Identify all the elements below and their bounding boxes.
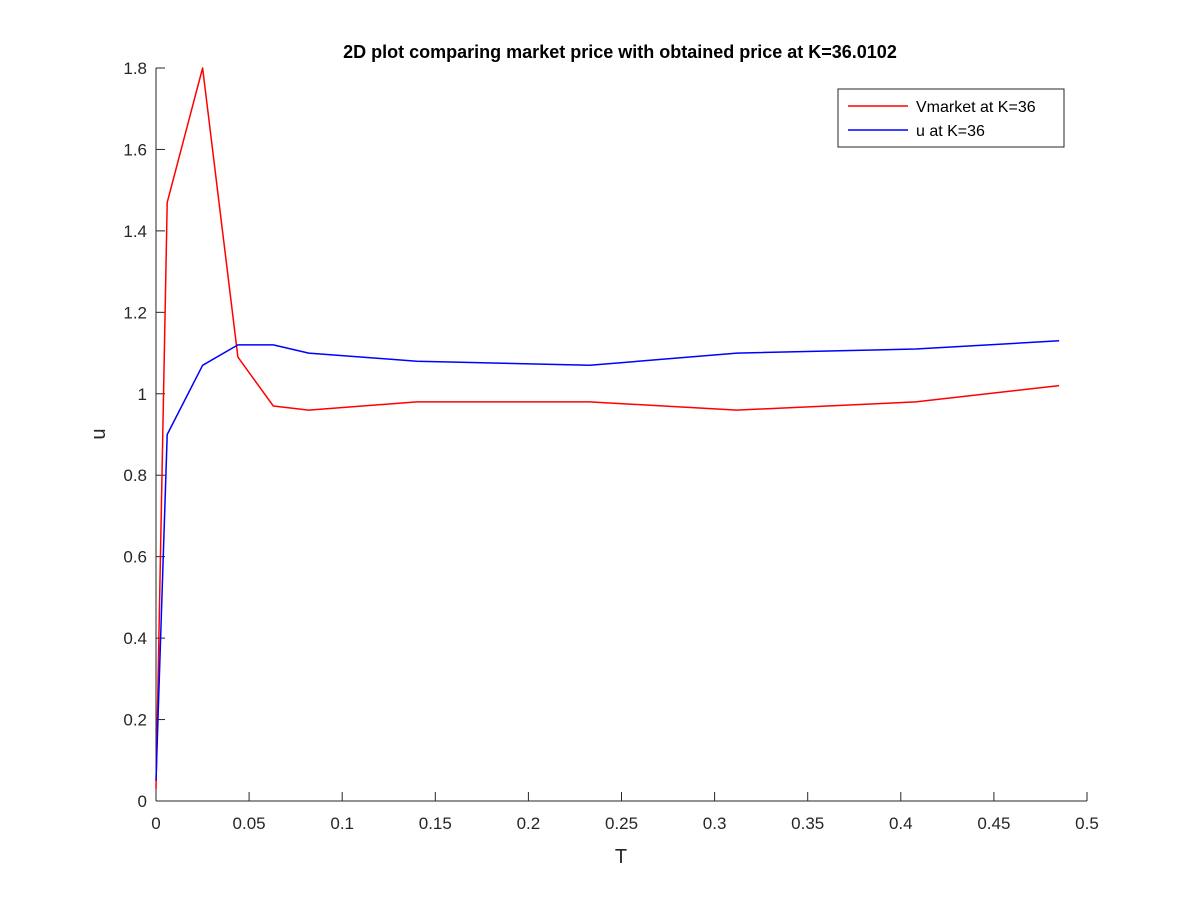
y-axis-label: u [88,428,110,439]
axes [155,68,1087,802]
y-tick-label: 0.4 [123,629,147,648]
y-tick-label: 0.2 [123,711,147,730]
legend: Vmarket at K=36 u at K=36 [837,88,1065,148]
x-tick-label: 0.4 [889,814,913,833]
series-layer [155,67,1060,789]
x-tick-label: 0.5 [1075,814,1099,833]
y-tick-label: 1.2 [123,303,147,322]
x-tick-label: 0.3 [703,814,727,833]
legend-box [837,88,1065,148]
x-axis-label: T [615,846,627,868]
y-tick-label: 0.6 [123,548,147,567]
x-tick-label: 0.35 [791,814,824,833]
y-tick-label: 1.8 [123,59,147,78]
x-ticks: 0 0.05 0.1 0.15 0.2 0.25 0.3 0.35 0.4 0.45 0.5 [151,792,1099,833]
chart-title: 2D plot comparing market price with obta… [343,42,897,62]
y-tick-label: 0 [138,792,147,811]
y-tick-label: 0.8 [123,466,147,485]
legend-label-u: u at K=36 [916,123,985,140]
x-tick-label: 0.25 [605,814,638,833]
series-line-vmarket [155,67,1060,789]
legend-label-vmarket: Vmarket at K=36 [916,99,1036,116]
x-tick-label: 0.05 [233,814,266,833]
y-tick-label: 1.4 [123,222,147,241]
y-ticks: 0 0.2 0.4 0.6 0.8 1 1.2 1.4 1.6 1.8 [123,59,165,811]
x-tick-label: 0.15 [419,814,452,833]
series-line-u [155,340,1060,781]
x-tick-label: 0 [151,814,160,833]
y-tick-label: 1 [138,385,147,404]
y-tick-label: 1.6 [123,140,147,159]
x-tick-label: 0.2 [517,814,541,833]
x-tick-label: 0.1 [330,814,354,833]
x-tick-label: 0.45 [977,814,1010,833]
